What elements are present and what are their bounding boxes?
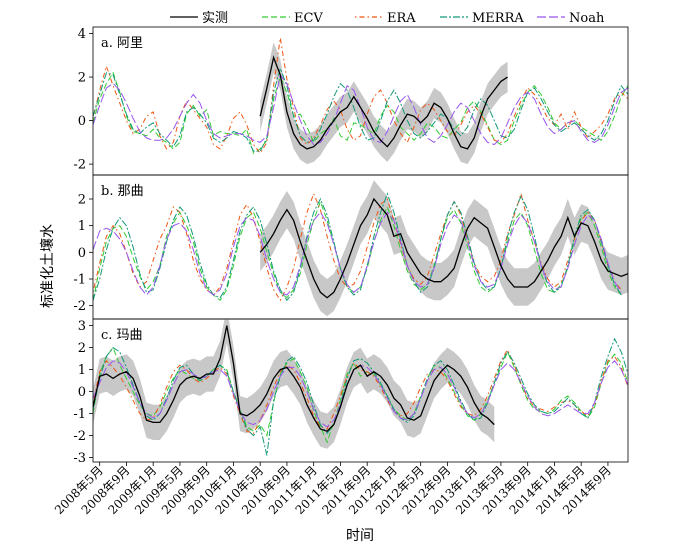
- series-observed-0: [259, 55, 508, 150]
- series-noah-2: [93, 360, 628, 428]
- panel-label-0: a. 阿里: [101, 36, 143, 51]
- series-observed-1: [259, 197, 628, 299]
- series-ecv-2: [93, 346, 628, 444]
- series-noah-1: [93, 211, 622, 296]
- series-observed-2: [93, 325, 495, 432]
- ytick-label-1-0: -2: [73, 299, 86, 314]
- legend: 实测 ECV ERA MERRA Noah: [170, 11, 605, 26]
- series-era-0: [93, 37, 628, 155]
- series-merra-1: [93, 192, 622, 302]
- ytick-label-2-0: -3: [73, 451, 86, 466]
- panel-label-2: c. 玛曲: [101, 328, 143, 343]
- series-merra-2: [93, 337, 628, 456]
- ytick-label-2-6: 3: [78, 319, 86, 334]
- ytick-label-2-5: 2: [78, 341, 86, 356]
- panel-2: -3 -2 -1 0 1 2 3 c. 玛曲: [73, 318, 629, 466]
- ytick-label-1-2: 0: [78, 246, 86, 261]
- ytick-label-2-3: 0: [78, 385, 86, 400]
- panel-label-1: b. 那曲: [101, 184, 144, 199]
- ytick-label-2-1: -2: [73, 429, 86, 444]
- series-merra-0: [93, 66, 628, 152]
- legend-label-0: 实测: [202, 11, 228, 26]
- panel-frame-2: [92, 318, 629, 463]
- series-noah-0: [93, 73, 628, 146]
- ytick-label-0-3: 4: [78, 27, 86, 42]
- ytick-label-2-2: -1: [73, 407, 86, 422]
- legend-label-2: ERA: [387, 11, 416, 26]
- legend-label-3: MERRA: [472, 11, 524, 26]
- ytick-label-1-4: 2: [78, 193, 86, 208]
- y-axis-label: 标准化土壤水: [39, 224, 56, 308]
- ytick-label-2-4: 1: [78, 363, 86, 378]
- ytick-label-0-2: 2: [78, 71, 86, 86]
- ytick-label-1-1: -1: [73, 273, 86, 288]
- ytick-label-0-0: -2: [73, 158, 86, 173]
- x-axis-label: 时间: [346, 528, 374, 544]
- ytick-label-0-1: 0: [78, 114, 86, 129]
- uncertainty-band-0: [260, 42, 508, 165]
- x-axis: 2008年5月2008年9月2009年1月2009年5月2009年9月2010年…: [52, 462, 614, 517]
- ytick-label-1-3: 1: [78, 219, 86, 234]
- legend-label-4: Noah: [569, 11, 605, 26]
- panels: -2 0 2 4 a. 阿里 -2 -1 0 1 2 b. 那曲 -3 -2 -1 0 1 2 3 c. 玛曲: [73, 26, 629, 466]
- uncertainty-band-2: [93, 319, 495, 449]
- panel-1: -2 -1 0 1 2 b. 那曲: [73, 174, 629, 320]
- panel-0: -2 0 2 4 a. 阿里: [73, 26, 629, 176]
- uncertainty-band-1: [260, 180, 628, 317]
- legend-label-1: ECV: [294, 11, 323, 26]
